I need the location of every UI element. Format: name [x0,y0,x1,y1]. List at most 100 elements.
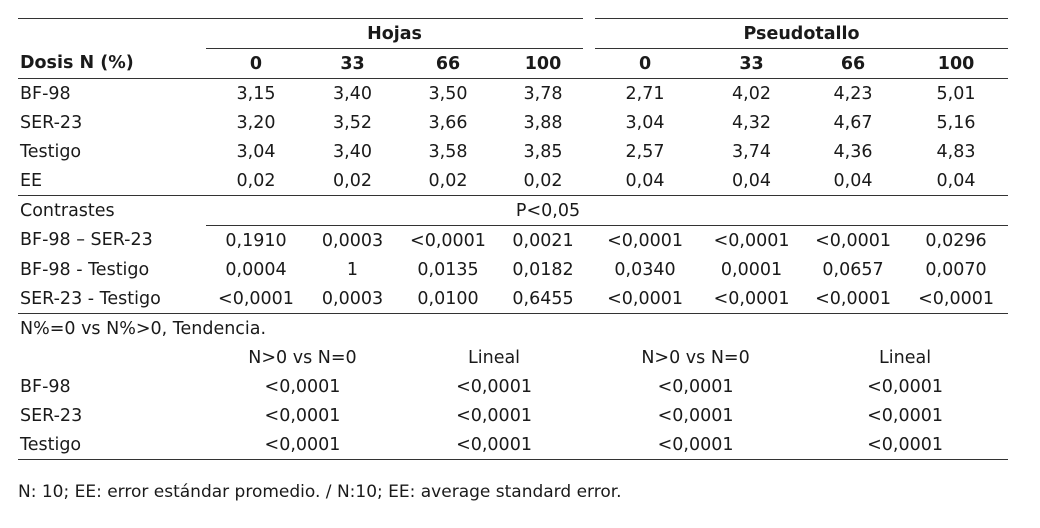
table-cell: 3,40 [333,141,372,162]
table-cell: 2,71 [625,83,665,104]
group-header-pseudotallo: Pseudotallo [589,18,1009,49]
contrasts-header-row: Contrastes P<0,05 [18,195,1009,226]
table-cell: 3,74 [732,141,772,162]
trend-title: N%=0 vs N%>0, Tendencia. [20,318,267,339]
table-cell: 4,67 [833,112,873,133]
row-label: SER-23 - Testigo [18,284,206,314]
table-cell: 0,0182 [512,259,574,280]
table-row: SER-23 <0,0001 <0,0001 <0,0001 <0,0001 [18,401,1008,430]
table-cell: <0,0001 [815,230,891,251]
table-cell: 0,04 [802,166,905,196]
table-cell: <0,0001 [607,230,683,251]
trend-header-3: Lineal [879,347,932,368]
trend-header-1: Lineal [467,347,521,368]
row-label: SER-23 [20,112,83,133]
table-cell: 0,0070 [925,259,987,280]
table-cell: 0,02 [497,166,590,196]
table-cell: 3,40 [333,83,372,104]
table-cell: <0,0001 [264,376,341,397]
table-cell: 0,0003 [321,230,384,251]
table-cell: 3,85 [523,141,563,162]
table-row: Testigo <0,0001 <0,0001 <0,0001 <0,0001 [18,430,1009,460]
group-header-row: Hojas Pseudotallo [18,18,1009,49]
row-label: Testigo [20,141,82,162]
table-cell: 0,0100 [399,284,497,314]
table-cell: 0,04 [904,166,1009,196]
table-cell: <0,0001 [589,284,702,314]
trend-title-row: N%=0 vs N%>0, Tendencia. [18,314,1008,344]
dose-header-1: 33 [306,48,399,79]
table-cell: <0,0001 [802,284,905,314]
table-cell: <0,0001 [802,430,1009,460]
table-cell: 1 [346,259,359,280]
row-label: EE [18,166,206,196]
table-cell: <0,0001 [399,430,590,460]
group-header-hojas: Hojas [206,18,596,49]
table-cell: 3,50 [428,83,468,104]
dose-header-2: 66 [399,48,497,79]
table-row: SER-23 - Testigo <0,0001 0,0003 0,0100 0,645… [18,284,1009,314]
table-cell: 3,88 [523,112,563,133]
table-cell: 3,78 [523,83,563,104]
table-cell: 3,66 [428,112,468,133]
table-cell: 0,02 [306,166,399,196]
table-cell: 4,23 [833,83,873,104]
empty-corner-cell [18,18,206,49]
dose-header-row: Dosis N (%) 0 33 66 100 0 33 66 100 [18,48,1009,79]
table-row: SER-23 3,20 3,52 3,66 3,88 3,04 4,32 4,67 5,16 [18,108,1008,137]
table-cell: <0,0001 [867,376,943,397]
table-cell: 3,52 [333,112,372,133]
table-cell: 0,0135 [417,259,479,280]
row-label: BF-98 [20,83,71,104]
table-cell: <0,0001 [264,405,341,426]
row-label: BF-98 – SER-23 [20,230,153,251]
table-cell: 3,04 [625,112,665,133]
row-label: BF-98 - Testigo [20,259,150,280]
table-row: Testigo 3,04 3,40 3,58 3,85 2,57 3,74 4,36 4,83 [18,137,1008,166]
table-cell: 5,16 [936,112,976,133]
table-cell: <0,0001 [701,284,803,314]
empty-cell [18,343,206,372]
table-cell: <0,0001 [904,284,1009,314]
table-cell: 0,04 [589,166,702,196]
table-cell: 0,0021 [512,230,574,251]
table-cell: 0,1910 [225,230,287,251]
table-cell: 4,32 [732,112,772,133]
dose-header-4: 0 [589,48,702,79]
table-cell: 0,0001 [720,259,783,280]
table-row: BF-98 3,15 3,40 3,50 3,78 2,71 4,02 4,23 5,01 [18,79,1008,109]
table-cell: 5,01 [936,83,976,104]
table-cell: 0,04 [701,166,803,196]
trend-header-0: N>0 vs N=0 [248,347,357,368]
table-cell: 4,36 [833,141,873,162]
table-cell: <0,0001 [867,405,943,426]
table-cell: 0,0296 [925,230,987,251]
row-label: SER-23 [20,405,83,426]
table-cell: 0,0340 [614,259,676,280]
trend-header-2: N>0 vs N=0 [641,347,750,368]
table-cell: <0,0001 [713,230,790,251]
table-cell: 3,04 [236,141,276,162]
table-cell: <0,0001 [589,430,803,460]
dose-header-5: 33 [701,48,803,79]
table-cell: <0,0001 [657,376,734,397]
table-cell: 4,02 [732,83,772,104]
table-cell: 0,0003 [306,284,399,314]
contrasts-label: Contrastes [20,200,115,221]
table-cell: <0,0001 [206,284,306,314]
table-cell: 0,02 [206,166,306,196]
dose-label: Dosis N (%) [18,48,206,79]
trend-header-row: N>0 vs N=0 Lineal N>0 vs N=0 Lineal [18,343,1008,372]
dose-header-0: 0 [206,48,306,79]
results-table: Hojas Pseudotallo Dosis N (%) 0 33 66 100 0 33 66… [18,18,1009,460]
table-row: BF-98 - Testigo 0,0004 1 0,0135 0,0182 0,0340… [18,255,1008,284]
row-label: BF-98 [20,376,71,397]
table-cell: <0,0001 [456,376,532,397]
dose-header-7: 100 [904,48,1009,79]
table-cell: 3,20 [236,112,276,133]
dose-header-3: 100 [497,48,590,79]
table-cell: <0,0001 [410,230,486,251]
table-row: BF-98 <0,0001 <0,0001 <0,0001 <0,0001 [18,372,1008,401]
row-label: Testigo [18,430,206,460]
dose-header-6: 66 [802,48,905,79]
